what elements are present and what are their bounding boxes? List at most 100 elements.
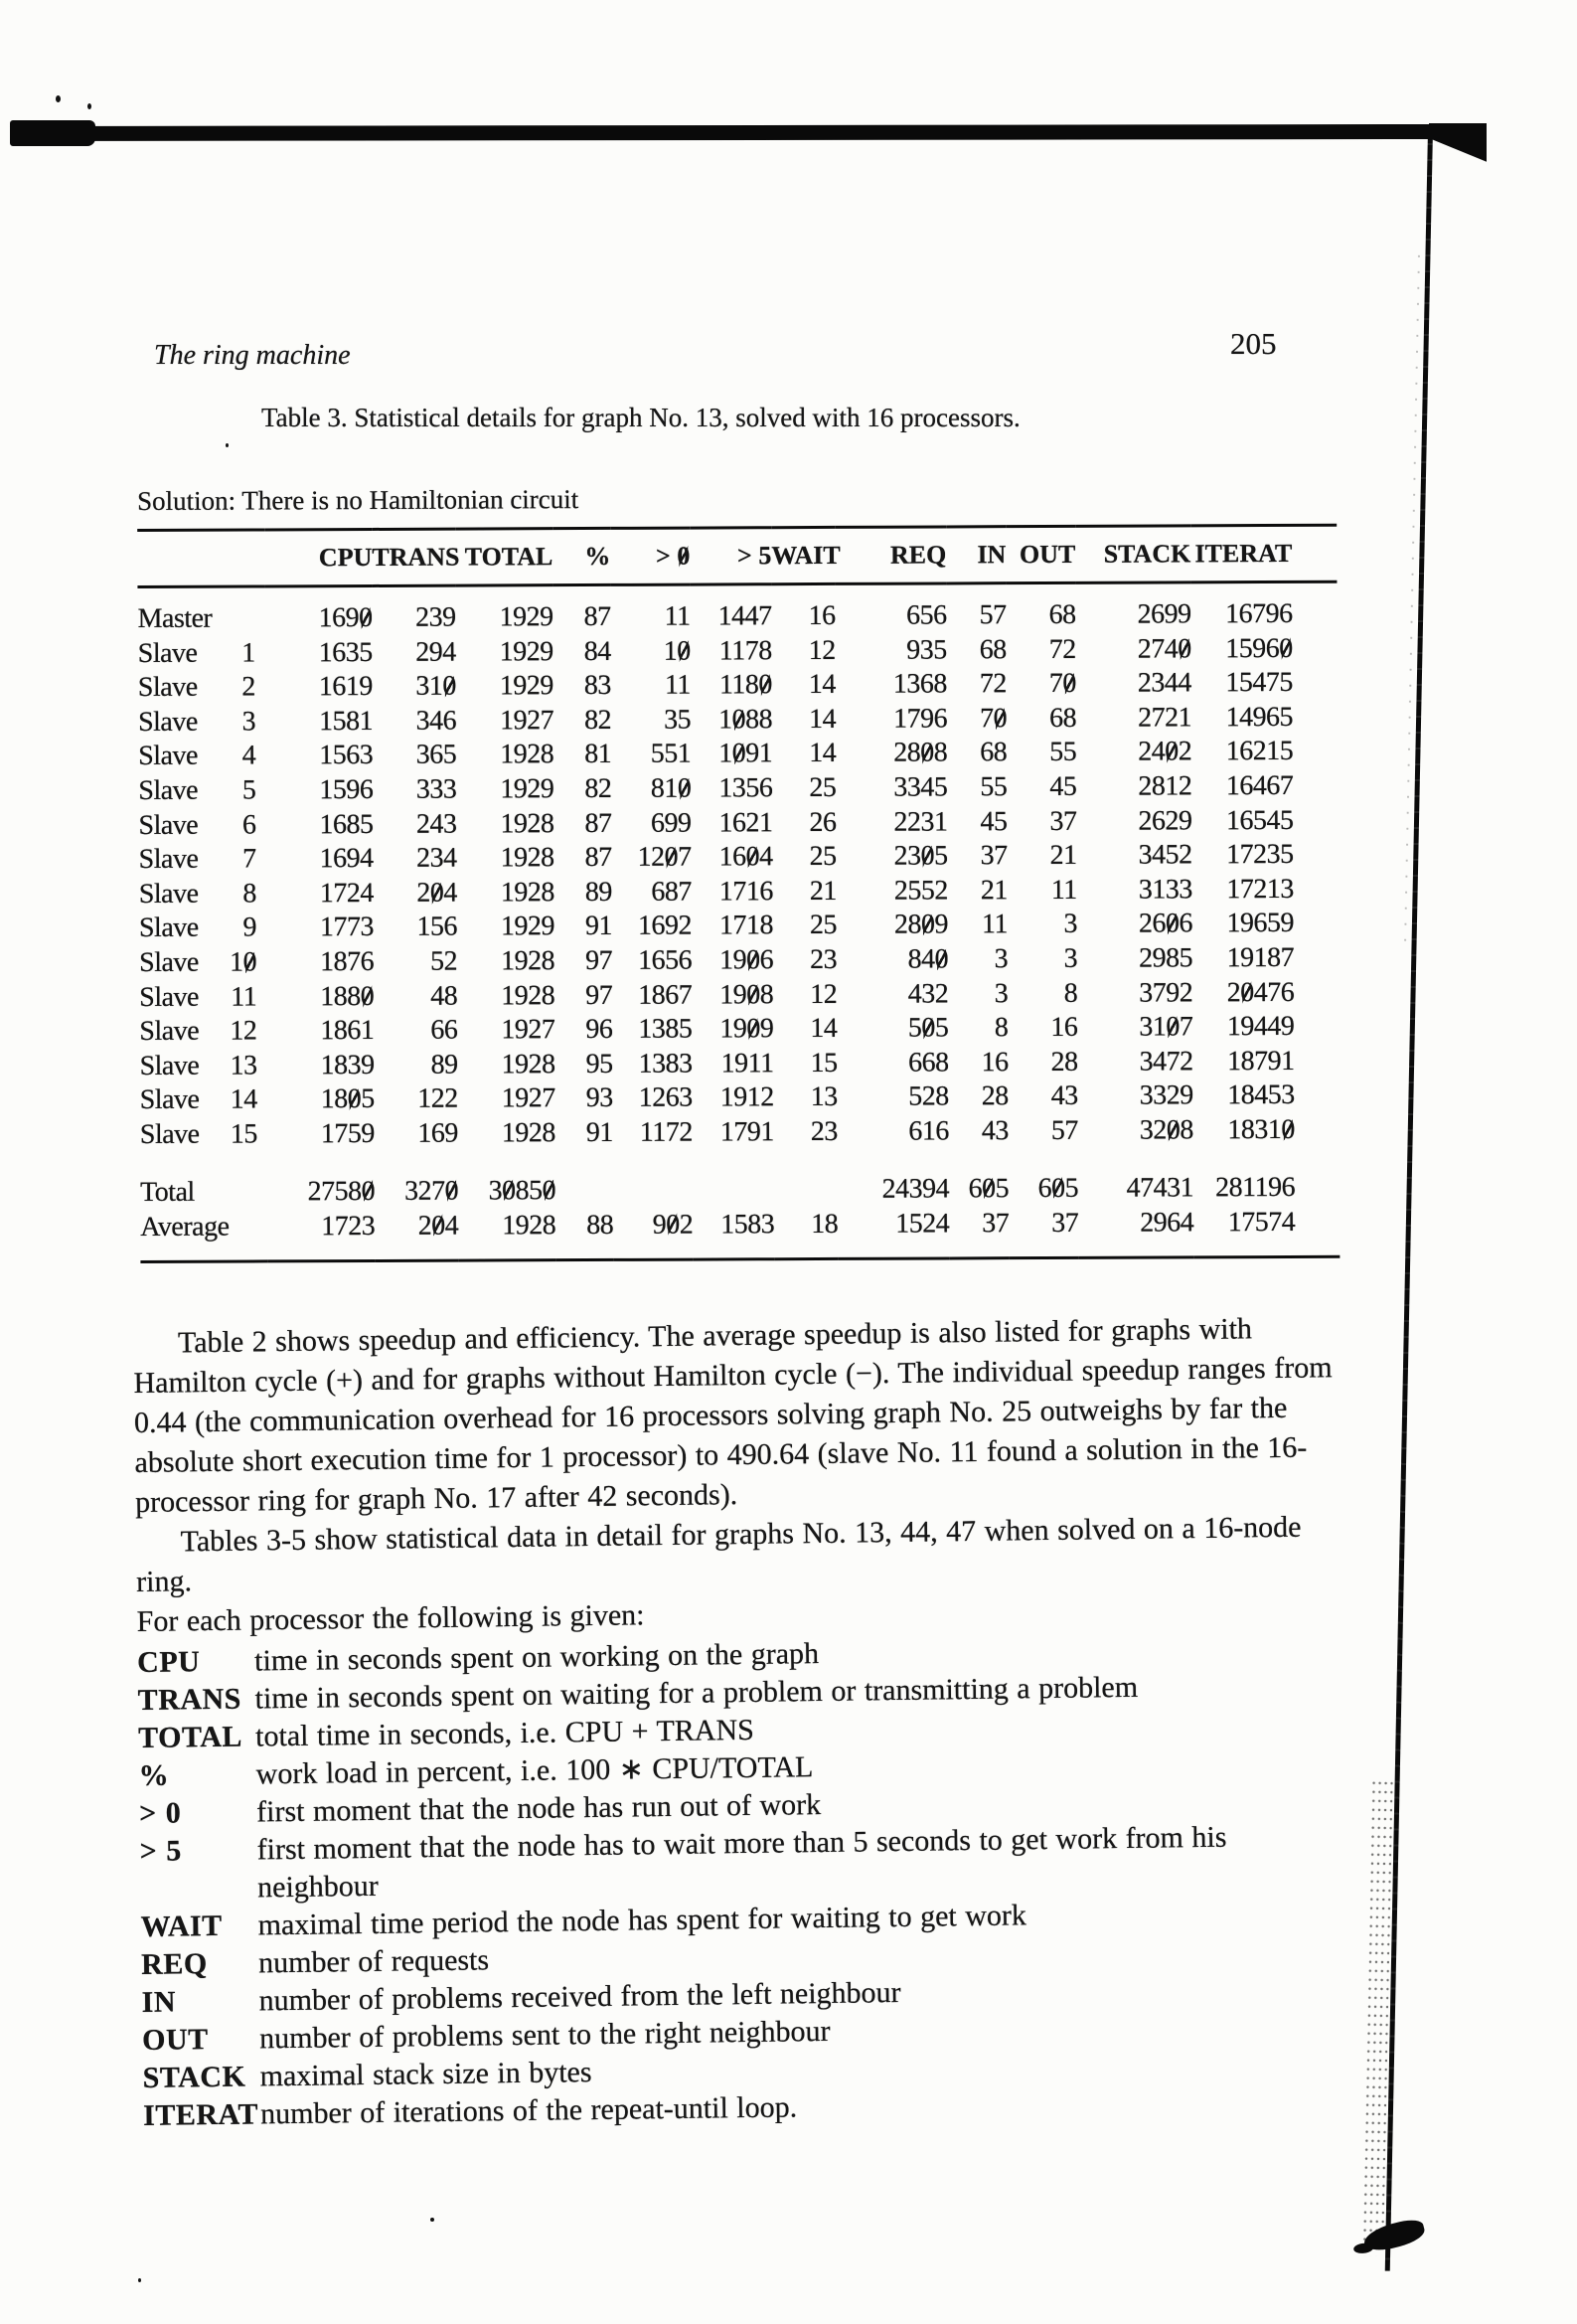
table-cell: 25 bbox=[809, 841, 837, 873]
table-cell: 1876 bbox=[320, 945, 375, 978]
table-cell: 37 bbox=[1051, 1207, 1079, 1239]
table-cell: 1524 bbox=[895, 1207, 950, 1240]
definition-term: CPU bbox=[136, 1645, 201, 1679]
table-cell: 2699 bbox=[1137, 598, 1191, 630]
table-cell: 3792 bbox=[1139, 976, 1193, 1009]
table-cell: 605 bbox=[1037, 1172, 1079, 1204]
row-label: Slave 1 bbox=[137, 637, 255, 669]
table-cell: 37 bbox=[980, 840, 1008, 872]
definition-desc: first moment that the node has to wait m… bbox=[256, 1820, 1227, 1905]
table-cell: 1928 bbox=[500, 807, 554, 839]
table-cell: 1928 bbox=[501, 1117, 555, 1149]
table-row: Slave 11 1880 48 1928 97 1867 1908 12 432 3 8 3792 20… bbox=[139, 975, 1339, 1015]
table-cell: 2985 bbox=[1139, 942, 1193, 974]
table-cell: 70 bbox=[1007, 667, 1076, 702]
table-cell: 1880 bbox=[266, 979, 374, 1014]
definition-term: TOTAL bbox=[137, 1720, 243, 1754]
row-label: Slave 13 bbox=[139, 1050, 257, 1081]
table-cell: 2231 bbox=[893, 806, 948, 838]
table-cell: 2344 bbox=[1137, 667, 1191, 699]
table-cell: 13 bbox=[810, 1081, 838, 1113]
table-cell: 1927 bbox=[501, 1014, 555, 1046]
column-header: ITERAT bbox=[1190, 525, 1338, 582]
definitions-list: CPU time in seconds spent on working on t… bbox=[137, 1628, 1350, 2135]
table-cell: 1596 bbox=[319, 773, 374, 806]
table-cell: 2812 bbox=[1138, 770, 1192, 802]
table-cell bbox=[693, 1150, 774, 1207]
table-cell: 15960 bbox=[1191, 631, 1338, 666]
table-cell: 1867 bbox=[638, 979, 693, 1011]
table-row: Total 27580 3270 30850 24394 605 605 47431 28119… bbox=[140, 1147, 1340, 1209]
table-row: Slave 4 1563 365 1928 81 551 1091 14 2808 68 55 2402… bbox=[138, 735, 1338, 774]
table-cell: 346 bbox=[415, 705, 457, 737]
table-cell: 3345 bbox=[893, 771, 948, 803]
table-cell: 57 bbox=[1050, 1114, 1078, 1146]
definition-term: STACK bbox=[142, 2060, 246, 2094]
table-cell: 1724 bbox=[319, 877, 374, 909]
table-cell: 26 bbox=[809, 806, 837, 838]
row-label: Average bbox=[140, 1211, 230, 1243]
page-number: 205 bbox=[1230, 326, 1277, 361]
table-cell: 43 bbox=[1050, 1080, 1078, 1112]
table-cell: 16545 bbox=[1225, 804, 1294, 836]
table-cell: 72 bbox=[1048, 633, 1076, 665]
table-cell: 1383 bbox=[638, 1048, 693, 1079]
table-cell: 8 bbox=[1063, 977, 1078, 1009]
column-header: TRANS bbox=[372, 529, 460, 586]
definition-term: TRANS bbox=[137, 1682, 242, 1717]
table-cell: 84 bbox=[583, 635, 611, 667]
table-cell: 1091 bbox=[691, 738, 772, 772]
ink-speck bbox=[226, 443, 229, 447]
table-cell: 17235 bbox=[1226, 839, 1294, 871]
table-cell: 52 bbox=[430, 945, 458, 977]
table-cell: 43 bbox=[981, 1115, 1009, 1147]
table-cell: 68 bbox=[979, 633, 1007, 665]
table-cell: 89 bbox=[430, 1049, 458, 1080]
table-cell: 95 bbox=[585, 1048, 613, 1079]
table-cell: 16 bbox=[981, 1046, 1009, 1079]
table-cell: 45 bbox=[980, 805, 1008, 837]
ink-speck bbox=[430, 2218, 434, 2222]
table-cell: 57 bbox=[979, 599, 1007, 631]
table-cell: 1180 bbox=[691, 668, 772, 703]
table-cell: 365 bbox=[415, 739, 457, 771]
table-cell: 1690 bbox=[264, 585, 373, 636]
table-cell: 27580 bbox=[307, 1175, 376, 1207]
table-cell: 1563 bbox=[319, 740, 374, 771]
row-label: Slave 11 bbox=[139, 981, 257, 1013]
table-cell: 55 bbox=[980, 771, 1008, 803]
table-cell: 37 bbox=[982, 1207, 1010, 1239]
table-caption: Table 3. Statistical details for graph N… bbox=[261, 403, 1021, 432]
table-cell: 1839 bbox=[320, 1049, 375, 1080]
table-cell: 1928 bbox=[502, 1209, 556, 1241]
table-cell: 3107 bbox=[1077, 1010, 1192, 1045]
table-cell: 45 bbox=[1049, 770, 1077, 802]
table-cell: 11 bbox=[664, 669, 691, 701]
table-cell: 1263 bbox=[638, 1081, 693, 1114]
table-cell: 11 bbox=[1050, 874, 1077, 906]
table-cell: 3 bbox=[994, 943, 1009, 975]
table-cell: 19659 bbox=[1226, 908, 1294, 939]
table-cell: 72 bbox=[979, 668, 1007, 700]
table-row: Slave 2 1619 310 1929 83 11 1180 14 1368 72 70 2344 1… bbox=[138, 666, 1338, 706]
table-cell: 3 bbox=[1063, 909, 1077, 940]
table-cell: 3 bbox=[1063, 942, 1078, 974]
table-cell: 68 bbox=[1048, 702, 1077, 734]
table-section: Solution: There is no Hamiltonian circui… bbox=[137, 481, 1340, 1263]
table-cell: 3270 bbox=[404, 1175, 459, 1207]
table-cell: 17574 bbox=[1227, 1206, 1296, 1238]
table-cell: 70 bbox=[947, 702, 1007, 737]
table-cell: 2964 bbox=[1140, 1206, 1194, 1239]
column-header: REQ bbox=[835, 526, 947, 584]
table-cell: 66 bbox=[430, 1014, 458, 1046]
row-label: Slave 5 bbox=[138, 774, 256, 806]
table-cell: 281196 bbox=[1215, 1171, 1296, 1203]
running-header: The ring machine bbox=[154, 340, 351, 371]
table-cell: 432 bbox=[907, 977, 949, 1010]
table-cell: 16215 bbox=[1225, 736, 1294, 767]
table-cell: 30850 bbox=[488, 1174, 556, 1206]
table-cell: 1723 bbox=[321, 1210, 376, 1242]
table-cell: 35 bbox=[663, 704, 692, 736]
table-cell: 18310 bbox=[1193, 1113, 1340, 1148]
table-cell: 699 bbox=[650, 807, 692, 839]
